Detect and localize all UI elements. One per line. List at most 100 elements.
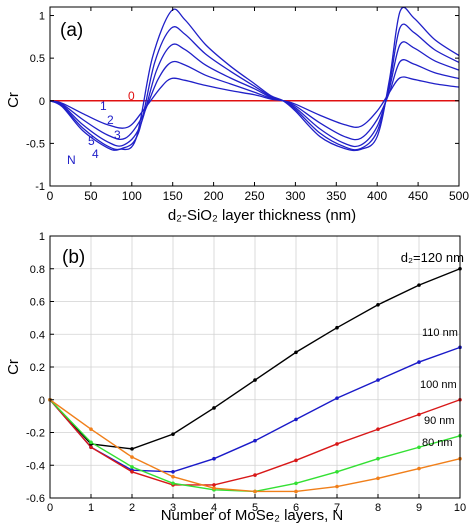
panel-b-y-ticks: -0.6 -0.4 -0.2 0 0.2 0.4 0.6 0.8 1	[26, 231, 54, 505]
data-point	[212, 406, 216, 410]
data-point	[294, 458, 298, 463]
series-label-110nm: 110 nm	[422, 327, 458, 339]
n-label-2: 2	[107, 113, 114, 127]
data-point	[171, 474, 175, 479]
n-label-3: 3	[114, 128, 121, 142]
panel-b-x-tick-label: 0	[47, 502, 53, 514]
data-point	[376, 427, 380, 432]
panel-b-y-axis-label: Cr	[5, 359, 22, 375]
panel-b-x-tick-label: 6	[293, 502, 299, 514]
series-label-90nm: 90 nm	[424, 415, 455, 427]
panel-a-x-tick-label: 250	[244, 189, 264, 203]
panel-a-x-tick-label: 350	[326, 189, 346, 203]
panel-a-x-tick-label: 400	[367, 189, 387, 203]
panel-b-gridlines	[50, 236, 460, 498]
panel-b-series-labels: d₂=120 nm 110 nm 100 nm 90 nm 80 nm	[401, 250, 464, 449]
data-point	[171, 481, 175, 486]
data-point	[171, 432, 175, 436]
series-label-120nm: d₂=120 nm	[401, 250, 464, 265]
panel-b-x-tick-label: 9	[416, 502, 422, 514]
panel-a-y-tick-label: 1	[39, 11, 45, 23]
series-label-80nm: 80 nm	[422, 437, 453, 449]
panel-a-x-tick-label: 200	[204, 189, 224, 203]
data-point	[335, 396, 339, 400]
data-point	[253, 438, 257, 443]
panel-b-y-tick-label: 0.6	[30, 297, 45, 309]
panel-b-label: (b)	[62, 247, 85, 268]
data-point	[253, 489, 257, 494]
data-point	[294, 489, 298, 494]
series-label-100nm: 100 nm	[420, 379, 457, 391]
panel-a: 0 50 100 150 200 250 300 350 400 450 500 -1-0.500.…	[5, 6, 469, 224]
data-point	[89, 445, 93, 450]
n-label-1: 1	[100, 99, 107, 113]
n-label-5: 5	[88, 134, 95, 148]
panel-a-x-tick-label: 100	[122, 189, 142, 203]
panel-a-curves	[49, 6, 460, 152]
panel-b: 0 1 2 3 4 5 6 7 8 9 10 -0.6-0.4-0.200.20.40.60.81 …	[5, 231, 466, 524]
data-point	[376, 476, 380, 481]
panel-b-x-tick-label: 4	[211, 502, 217, 514]
panel-a-x-tick-label: 50	[84, 189, 98, 203]
panel-a-y-axis-label: Cr	[5, 92, 22, 108]
panel-b-x-tick-label: 5	[252, 502, 258, 514]
panel-a-x-ticks: 0 50 100 150 200 250 300 350 400 450 500	[47, 7, 469, 203]
panel-a-label: (a)	[60, 20, 83, 41]
data-point	[417, 283, 421, 287]
data-point	[89, 440, 93, 445]
data-point	[212, 456, 216, 461]
data-point	[130, 455, 134, 459]
panel-a-x-tick-label: 150	[163, 189, 183, 203]
data-point	[253, 473, 257, 477]
data-point	[212, 483, 216, 487]
panel-a-x-tick-label: 500	[449, 189, 469, 203]
data-point	[294, 481, 298, 486]
data-point	[335, 442, 339, 446]
panel-a-annotations: 0 1 2 3 4 5 N	[67, 89, 135, 167]
data-point	[294, 350, 298, 355]
data-point	[335, 325, 339, 330]
data-point	[335, 484, 339, 489]
panel-b-points	[48, 266, 462, 494]
panel-a-x-tick-label: 450	[408, 189, 428, 203]
data-point	[417, 445, 421, 450]
panel-a-curve-n3	[49, 41, 460, 148]
data-point	[417, 360, 421, 364]
panel-a-y-tick-label: -0.5	[26, 138, 45, 150]
panel-b-y-tick-label: 0.4	[30, 329, 45, 341]
data-point	[171, 470, 175, 474]
panel-a-y-ticks: -1 -0.5 0 0.5 1	[26, 11, 459, 193]
data-point	[212, 486, 216, 490]
data-point	[89, 427, 93, 432]
n-label-0: 0	[128, 89, 135, 103]
panel-a-x-tick-label: 0	[47, 189, 54, 203]
panel-b-x-axis-label: Number of MoSe₂ layers, N	[161, 507, 344, 524]
data-point	[130, 465, 134, 469]
panel-b-x-tick-label: 7	[334, 502, 340, 514]
panel-b-x-tick-label: 2	[129, 502, 135, 514]
data-point	[376, 456, 380, 461]
panel-a-y-tick-label: -1	[35, 181, 45, 193]
panel-a-x-axis-label: d₂-SiO₂ layer thickness (nm)	[168, 207, 356, 224]
panel-a-x-tick-label: 300	[285, 189, 305, 203]
n-axis-label: N	[67, 153, 76, 167]
data-point	[130, 470, 134, 474]
data-point	[376, 302, 380, 307]
panel-b-y-tick-label: 0.2	[30, 362, 45, 374]
n-label-4: 4	[92, 147, 99, 161]
panel-a-y-tick-label: 0	[39, 96, 45, 108]
panel-a-curve-n5	[49, 6, 460, 152]
panel-b-y-tick-label: -0.4	[26, 460, 45, 472]
panel-b-x-tick-label: 8	[375, 502, 381, 514]
data-point	[417, 466, 421, 471]
panel-b-y-tick-label: -0.6	[26, 493, 45, 505]
data-point	[294, 417, 298, 422]
data-point	[335, 470, 339, 474]
data-point	[130, 447, 134, 451]
panel-b-y-tick-label: 1	[39, 231, 45, 243]
panel-a-y-tick-label: 0.5	[30, 53, 45, 65]
panel-b-x-tick-label: 1	[88, 502, 94, 514]
data-point	[417, 412, 421, 417]
